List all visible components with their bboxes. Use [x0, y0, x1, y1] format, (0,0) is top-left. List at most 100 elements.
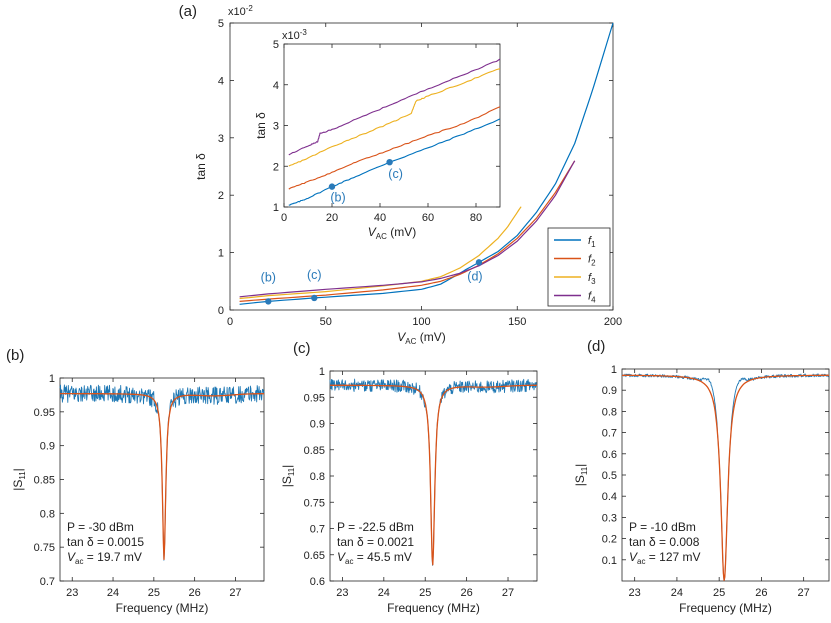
inset-ytick-label: 1: [273, 202, 279, 214]
inset-xlabel: VAC (mV): [368, 225, 416, 241]
inset-xtick-label: 80: [470, 212, 482, 224]
panel-c-ytick-label: 0.7: [310, 524, 325, 536]
inset-series-f1: [288, 118, 501, 206]
panel-d-ytick-label: 0.2: [602, 534, 617, 546]
panel-d-ytick-label: 0.4: [602, 491, 617, 503]
panel-b-xtick-label: 25: [148, 587, 160, 599]
a-series-f1: [239, 22, 614, 305]
a-xtick-label: 200: [604, 316, 622, 328]
panel-d-ytick-label: 0.1: [602, 555, 617, 567]
panel-c-ylabel: |S11|: [280, 465, 296, 488]
panel-c-xtick-label: 27: [502, 587, 514, 599]
panel-c-fit-curve: [330, 384, 537, 566]
inset-ytick-label: 2: [273, 161, 279, 173]
a-ylabel: tan δ: [194, 153, 208, 180]
panel-b-ytick-label: 0.9: [40, 441, 55, 453]
panel-b-ytick-label: 0.95: [34, 407, 55, 419]
panel-c-ytick-label: 0.95: [304, 392, 325, 404]
panel-d: 23 24 25 26 27 0.1 0.2 0.3 0.4 0.5 0.6 0.7 0.8 0.9 1 (d…: [573, 338, 830, 615]
panel-b-annotation-power: P = -30 dBm: [67, 520, 134, 534]
panel-c-ytick-label: 0.65: [304, 550, 325, 562]
a-xtick-label: 0: [227, 316, 233, 328]
panel-c-annotation-power: P = -22.5 dBm: [337, 520, 414, 534]
a-series-f4: [239, 160, 576, 298]
a-ytick-label: 0: [218, 305, 224, 317]
panel-b-ytick-label: 0.75: [34, 542, 55, 554]
a-marker-0: [265, 298, 272, 305]
panel-c-xtick-label: 26: [460, 587, 472, 599]
panel-d-ytick-label: 1: [611, 364, 617, 376]
a-y-scale-factor: x10-2: [228, 4, 253, 18]
a-marker-label-0: (b): [261, 270, 276, 284]
inset-xtick-label: 60: [422, 212, 434, 224]
a-series-f2: [239, 160, 576, 302]
a-legend-entry-f1: f1: [588, 235, 596, 249]
a-xtick-label: 50: [320, 316, 332, 328]
panel-b-xtick-label: 27: [229, 587, 241, 599]
panel-d-ytick-label: 0.5: [602, 470, 617, 482]
inset-y-scale-factor: x10-3: [282, 28, 307, 42]
inset-marker-0: [328, 183, 336, 190]
a-xlabel: VAC (mV): [397, 330, 445, 346]
inset-xtick-label: 20: [326, 212, 338, 224]
panel-b-ytick-label: 0.7: [40, 576, 55, 588]
panel-label-a: (a): [179, 3, 197, 20]
a-legend: [547, 227, 611, 307]
inset-series-f4: [288, 58, 501, 156]
panel-c-ytick-label: 0.8: [310, 471, 325, 483]
panel-c-xtick-label: 25: [419, 587, 431, 599]
panel-c-xtick-label: 24: [378, 587, 390, 599]
panel-d-xtick-label: 24: [671, 587, 683, 599]
panel-b-xlabel: Frequency (MHz): [116, 601, 209, 615]
inset-series-f2: [288, 106, 501, 190]
a-marker-2: [475, 259, 483, 266]
panel-b-fit-curve: [60, 392, 264, 561]
panel-b-xtick-label: 26: [189, 587, 201, 599]
panel-d-ytick-label: 0.3: [602, 512, 617, 524]
panel-d-ytick-label: 0.6: [602, 449, 617, 461]
panel-d-xtick-label: 23: [629, 587, 641, 599]
panel-d-ytick-label: 0.8: [602, 406, 617, 418]
panel-d-ytick-label: 0.7: [602, 428, 617, 440]
panel-b-xtick-label: 23: [66, 587, 78, 599]
panel-d-ylabel: |S11|: [573, 464, 589, 487]
inset-xtick-label: 0: [281, 212, 287, 224]
inset-xtick-label: 40: [374, 212, 386, 224]
panel-label-d: (d): [587, 338, 605, 355]
a-legend-entry-f2: f2: [588, 254, 596, 268]
a-ytick-label: 1: [218, 248, 224, 260]
a-legend-entry-f4: f4: [588, 291, 596, 305]
a-legend-entry-f3: f3: [588, 272, 596, 286]
panel-c-ytick-label: 0.6: [310, 576, 325, 588]
inset-marker-label-1: (c): [388, 167, 403, 181]
panel-c-annotation-vac: Vac = 45.5 mV: [337, 550, 412, 566]
panel-b-ytick-label: 0.85: [34, 475, 55, 487]
panel-b-xtick-label: 24: [107, 587, 119, 599]
panel-label-c: (c): [293, 340, 311, 357]
a-marker-label-2: (d): [467, 269, 482, 283]
panel-d-annotation-power: P = -10 dBm: [629, 520, 696, 534]
panel-d-xtick-label: 27: [798, 587, 810, 599]
inset-plot-bg: [284, 44, 500, 207]
panel-b-ylabel: |S11|: [11, 468, 27, 491]
panel-d-fit-curve: [622, 374, 829, 582]
panel-b-ytick-label: 1: [49, 373, 55, 385]
panel-c-xlabel: Frequency (MHz): [387, 601, 480, 615]
inset-ytick-label: 4: [273, 80, 279, 92]
panel-b-ytick-label: 0.8: [40, 508, 55, 520]
inset-ytick-label: 5: [273, 39, 279, 51]
inset-marker-label-0: (b): [330, 191, 345, 205]
a-series-f3: [239, 206, 522, 300]
panel-d-xlabel: Frequency (MHz): [679, 601, 772, 615]
inset-ytick-label: 3: [273, 121, 279, 133]
panel-d-ytick-label: 0.9: [602, 385, 617, 397]
panel-c-ytick-label: 0.85: [304, 445, 325, 457]
panel-c-xtick-label: 23: [336, 587, 348, 599]
panel-b-annotation-vac: Vac = 19.7 mV: [67, 550, 142, 566]
panel-d-annotation-tand: tan δ = 0.008: [629, 535, 700, 549]
a-ytick-label: 4: [218, 75, 224, 87]
panel-c-ytick-label: 0.75: [304, 497, 325, 509]
a-ytick-label: 3: [218, 133, 224, 145]
